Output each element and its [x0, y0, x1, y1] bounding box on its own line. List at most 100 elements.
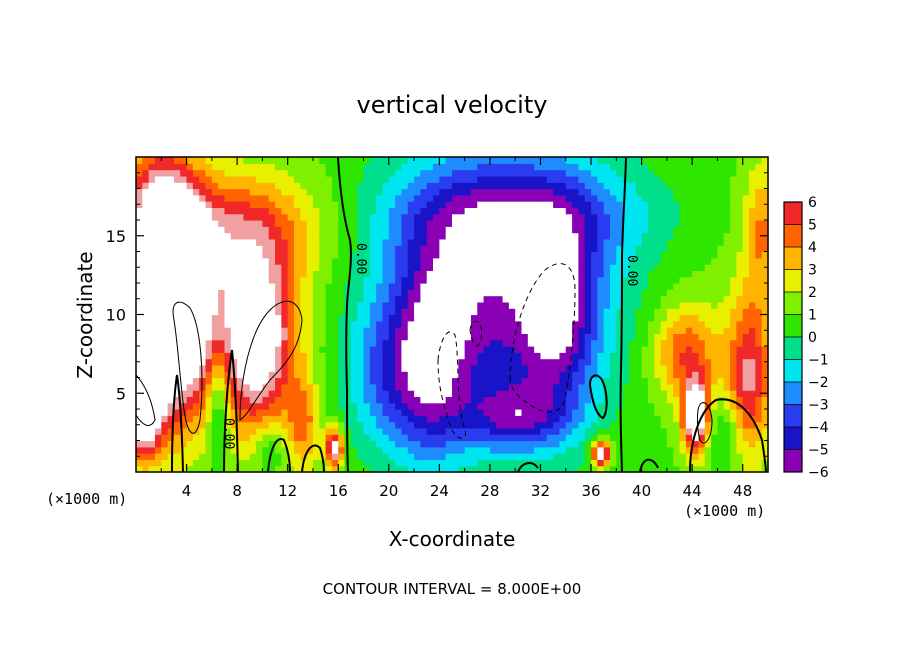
heatmap-cell [527, 383, 535, 391]
heatmap-cell [483, 371, 491, 379]
heatmap-cell [692, 276, 700, 284]
heatmap-cell [211, 251, 219, 259]
heatmap-cell [572, 270, 579, 278]
heatmap-cell [704, 446, 712, 454]
heatmap-cell [154, 251, 162, 259]
heatmap-cell [698, 251, 706, 259]
heatmap-cell [433, 446, 440, 454]
heatmap-cell [218, 434, 226, 442]
heatmap-cell [641, 213, 649, 221]
heatmap-cell [603, 415, 611, 423]
heatmap-cell [559, 314, 567, 322]
heatmap-cell [325, 465, 333, 473]
heatmap-cell [660, 440, 668, 448]
heatmap-cell [452, 453, 459, 460]
heatmap-cell [230, 257, 238, 265]
heatmap-cell [338, 402, 346, 410]
heatmap-cell [180, 446, 188, 454]
heatmap-cell [180, 352, 188, 360]
heatmap-cell [230, 352, 238, 360]
heatmap-cell [521, 358, 529, 366]
heatmap-cell [515, 427, 523, 435]
heatmap-cell [256, 346, 263, 353]
heatmap-cell [458, 415, 466, 423]
heatmap-cell [331, 352, 339, 360]
heatmap-cell [527, 465, 535, 473]
heatmap-cell [628, 327, 636, 334]
heatmap-cell [534, 383, 542, 391]
heatmap-cell [755, 220, 763, 227]
heatmap-cell [161, 421, 169, 429]
heatmap-cell [439, 358, 447, 366]
heatmap-cell [515, 301, 523, 309]
heatmap-cell [464, 213, 472, 221]
heatmap-cell [407, 453, 415, 460]
heatmap-cell [521, 465, 529, 473]
heatmap-cell [578, 415, 586, 423]
heatmap-cell [407, 251, 415, 259]
heatmap-cell [521, 346, 529, 353]
heatmap-cell [610, 157, 617, 164]
heatmap-cell [199, 371, 207, 379]
heatmap-cell [199, 175, 207, 183]
heatmap-cell [452, 251, 459, 259]
heatmap-cell [496, 320, 504, 328]
heatmap-cell [230, 440, 238, 448]
heatmap-cell [439, 409, 447, 416]
heatmap-cell [540, 157, 548, 164]
heatmap-cell [730, 213, 737, 221]
heatmap-cell [515, 251, 523, 259]
heatmap-cell [717, 301, 725, 309]
heatmap-cell [496, 295, 504, 303]
heatmap-cell [205, 421, 213, 429]
heatmap-cell [148, 301, 156, 309]
heatmap-cell [420, 301, 428, 309]
heatmap-cell [616, 440, 624, 448]
heatmap-cell [711, 314, 719, 322]
heatmap-cell [161, 371, 169, 379]
heatmap-cell [142, 226, 150, 234]
heatmap-cell [742, 257, 750, 265]
heatmap-cell [565, 465, 573, 473]
heatmap-cell [641, 320, 649, 328]
heatmap-cell [685, 295, 693, 303]
chart-title: vertical velocity [357, 91, 548, 119]
heatmap-cell [344, 383, 352, 391]
heatmap-cell [521, 421, 529, 429]
heatmap-cell [268, 157, 276, 164]
heatmap-cell [654, 390, 662, 397]
heatmap-cell [546, 157, 554, 164]
heatmap-cell [742, 213, 750, 221]
heatmap-cell [641, 402, 649, 410]
heatmap-cell [452, 301, 459, 309]
heatmap-cell [534, 396, 542, 404]
heatmap-cell [749, 245, 756, 253]
heatmap-cell [730, 169, 737, 177]
heatmap-cell [736, 213, 744, 221]
heatmap-cell [186, 157, 194, 164]
heatmap-cell [395, 421, 403, 429]
heatmap-cell [742, 207, 750, 215]
heatmap-cell [395, 163, 403, 171]
heatmap-cell [357, 283, 365, 290]
heatmap-cell [199, 358, 207, 366]
heatmap-cell [256, 175, 263, 183]
heatmap-cell [230, 434, 238, 442]
heatmap-cell [736, 276, 744, 284]
heatmap-cell [237, 465, 245, 473]
heatmap-cell [338, 434, 346, 442]
heatmap-cell [249, 245, 257, 253]
heatmap-cell [148, 194, 156, 202]
heatmap-cell [603, 182, 611, 190]
heatmap-cell [249, 207, 257, 215]
heatmap-cell [344, 333, 352, 341]
heatmap-cell [723, 226, 731, 234]
heatmap-cell [711, 169, 719, 177]
heatmap-cell [591, 175, 598, 183]
heatmap-cell [540, 446, 548, 454]
heatmap-cell [230, 308, 238, 316]
heatmap-cell [369, 232, 377, 240]
heatmap-cell [761, 396, 769, 404]
heatmap-cell [249, 446, 257, 454]
heatmap-cell [338, 409, 346, 416]
